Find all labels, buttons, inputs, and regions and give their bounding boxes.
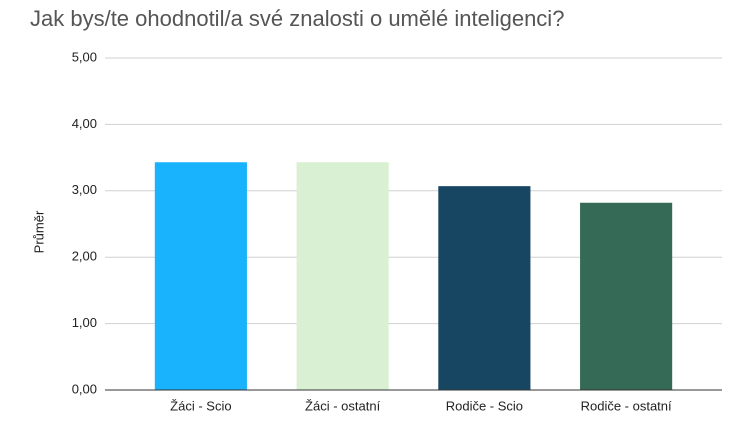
y-tick-label: 3,00 [72, 182, 97, 197]
chart-title: Jak bys/te ohodnotil/a své znalosti o um… [30, 6, 564, 31]
y-tick-label: 4,00 [72, 116, 97, 131]
x-tick-label: Žáci - Scio [170, 398, 231, 413]
bar [296, 162, 389, 390]
x-tick-label: Žáci - ostatní [305, 398, 381, 413]
bar [438, 186, 531, 390]
y-tick-label: 1,00 [72, 315, 97, 330]
y-axis-title: Průměr [31, 210, 46, 253]
x-tick-label: Rodiče - ostatní [581, 398, 672, 413]
y-tick-label: 0,00 [72, 381, 97, 396]
bar [154, 162, 247, 390]
y-tick-label: 2,00 [72, 249, 97, 264]
x-tick-label: Rodiče - Scio [446, 398, 523, 413]
bar [580, 202, 673, 390]
y-tick-label: 5,00 [72, 49, 97, 64]
